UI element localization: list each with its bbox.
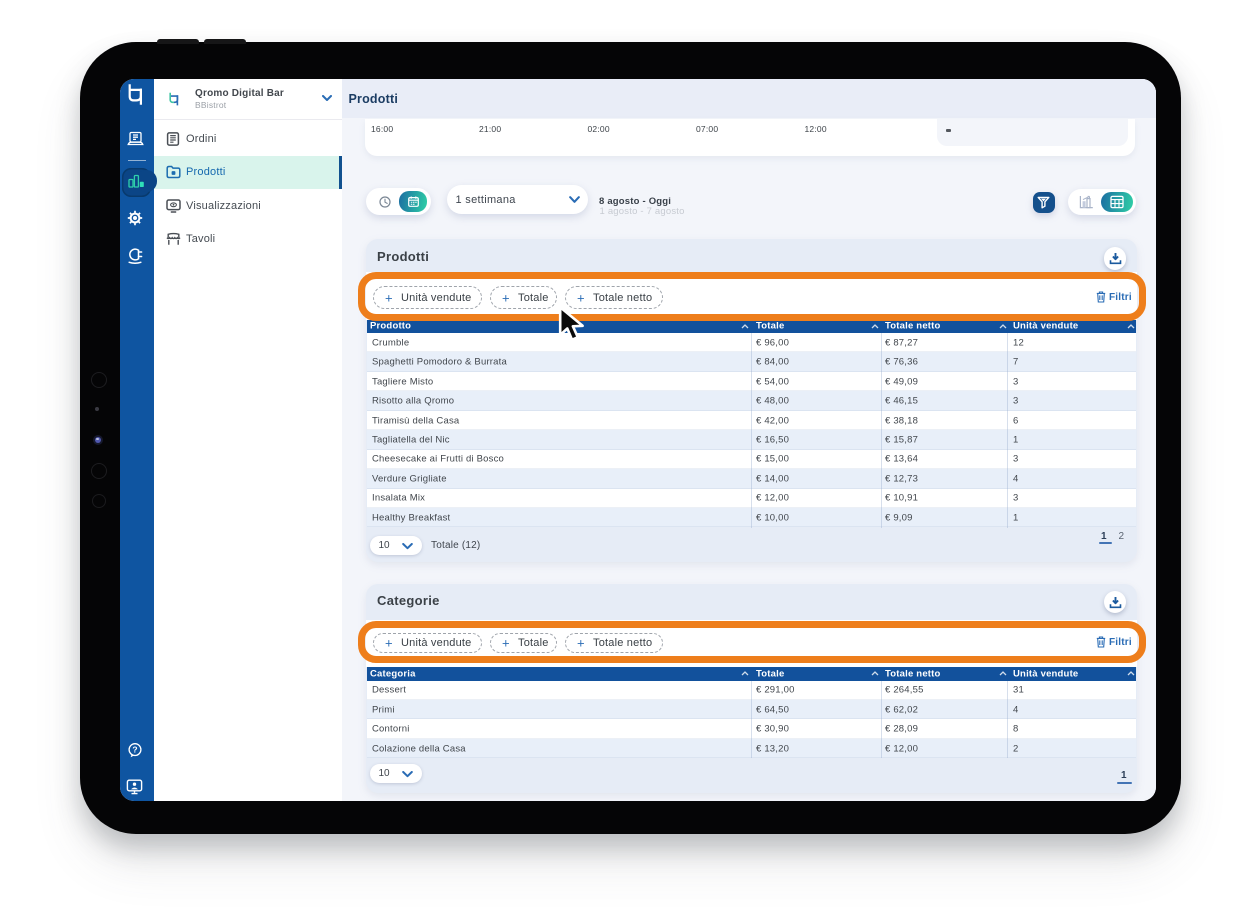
svg-text:?: ?	[132, 745, 137, 755]
